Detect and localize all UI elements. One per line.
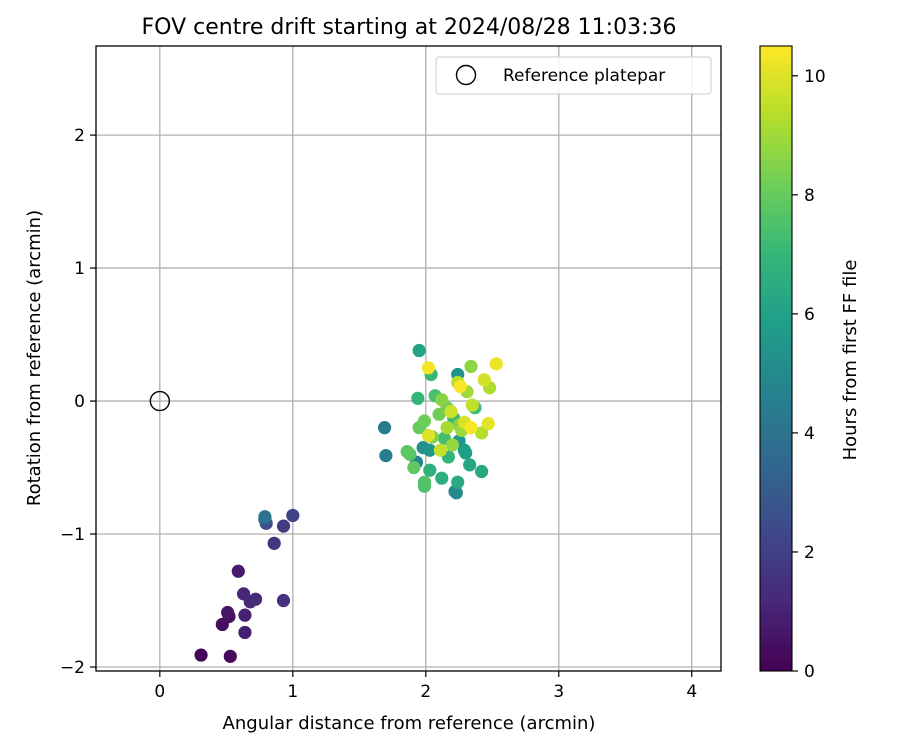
data-point <box>267 536 281 550</box>
x-tick-label: 0 <box>154 682 165 702</box>
data-point <box>412 343 426 358</box>
legend-box <box>435 56 712 95</box>
chart-title: FOV centre drift starting at 2024/08/28 … <box>142 15 677 40</box>
plot-frame <box>95 45 722 672</box>
y-tick-label: 0 <box>74 392 85 412</box>
data-point <box>258 510 272 524</box>
y-tick-label: −1 <box>60 525 85 545</box>
x-tick-label: 2 <box>420 682 431 702</box>
data-point <box>475 426 489 440</box>
colorbar-gradient <box>760 46 792 671</box>
data-point <box>238 625 252 640</box>
colorbar-ticks: 0 2 4 6 8 10 <box>792 67 826 682</box>
colorbar-tick-label: 4 <box>804 424 815 444</box>
data-point <box>379 448 393 463</box>
data-point <box>477 373 491 387</box>
data-point <box>417 475 432 489</box>
data-point <box>464 359 478 374</box>
y-axis-label: Rotation from reference (arcmin) <box>24 210 45 506</box>
data-point <box>423 443 437 457</box>
data-point <box>417 414 432 428</box>
x-axis-ticks: 0 1 2 3 4 <box>154 671 697 702</box>
data-point <box>231 564 245 578</box>
y-tick-label: 2 <box>74 126 85 146</box>
colorbar-tick-label: 6 <box>804 305 815 325</box>
colorbar-tick-label: 2 <box>804 543 815 563</box>
x-tick-label: 1 <box>287 682 298 702</box>
x-axis-label: Angular distance from reference (arcmin) <box>223 713 596 734</box>
y-axis-ticks: −2 −1 0 1 2 <box>60 126 96 678</box>
data-point <box>407 460 421 475</box>
colorbar-tick-label: 0 <box>804 662 815 682</box>
data-point <box>489 357 503 371</box>
colorbar-frame <box>759 45 793 672</box>
data-point <box>433 443 448 457</box>
data-point <box>223 649 237 663</box>
colorbar: 0 2 4 6 8 10 Hours from first FF file <box>759 45 861 682</box>
x-tick-label: 3 <box>553 682 564 702</box>
data-point <box>459 446 473 460</box>
legend-marker <box>455 64 477 86</box>
data-point <box>421 429 436 443</box>
data-point <box>465 398 479 412</box>
data-point <box>194 648 208 662</box>
colorbar-tick-label: 10 <box>804 67 826 87</box>
data-point <box>440 421 454 435</box>
data-point <box>423 463 437 477</box>
data-point <box>451 475 465 489</box>
legend-label: Reference platepar <box>503 66 665 86</box>
y-tick-label: −2 <box>60 658 85 678</box>
colorbar-tick-label: 8 <box>804 186 815 206</box>
data-point <box>421 361 436 375</box>
data-point <box>276 519 291 533</box>
data-point <box>463 458 477 472</box>
data-point <box>411 391 425 405</box>
data-point <box>238 608 252 622</box>
data-points <box>194 343 503 663</box>
data-point <box>276 593 291 608</box>
data-point <box>221 605 235 620</box>
data-point <box>435 393 449 407</box>
data-point <box>435 471 449 485</box>
data-point <box>475 464 489 479</box>
data-point <box>449 486 463 500</box>
colorbar-label: Hours from first FF file <box>840 260 861 461</box>
grid-lines <box>96 46 721 671</box>
x-tick-label: 4 <box>686 682 697 702</box>
data-point <box>445 438 459 452</box>
data-point <box>453 379 467 394</box>
data-point <box>377 421 392 435</box>
reference-platepar-marker <box>149 390 171 412</box>
data-point <box>444 405 458 419</box>
data-point <box>464 421 478 435</box>
data-point <box>400 444 414 459</box>
legend: Reference platepar <box>435 56 712 95</box>
data-point <box>481 417 495 431</box>
data-point <box>286 508 300 523</box>
data-point <box>248 592 263 606</box>
y-tick-label: 1 <box>74 259 85 279</box>
